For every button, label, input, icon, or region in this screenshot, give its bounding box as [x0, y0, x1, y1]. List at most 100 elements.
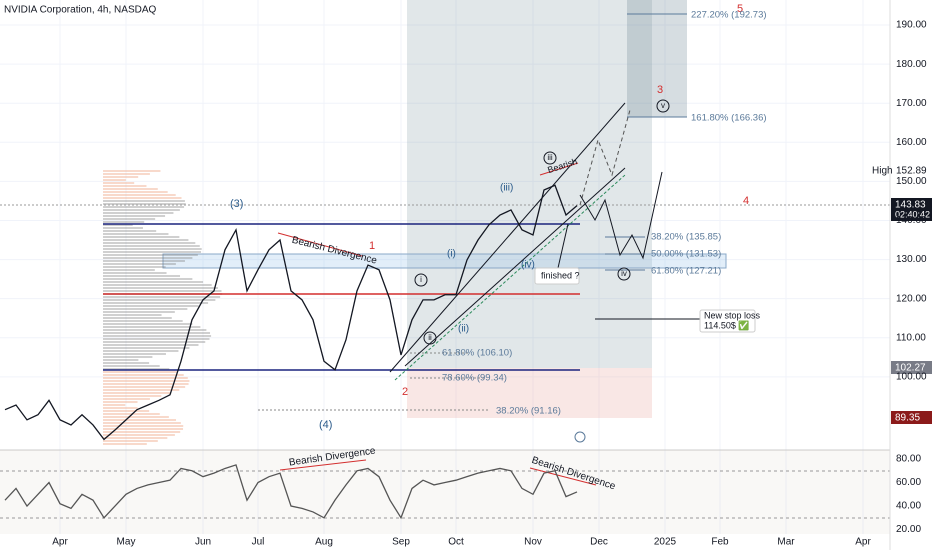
- note-box: [534, 267, 580, 285]
- volume-bar: [103, 341, 206, 343]
- volume-bar: [103, 227, 143, 229]
- wave-label: (ii): [458, 324, 469, 335]
- wave-label: 3: [657, 84, 663, 96]
- volume-bar: [103, 278, 193, 280]
- volume-bar: [103, 281, 204, 283]
- wave-label: ii: [428, 333, 432, 342]
- wave-circle: [423, 331, 437, 345]
- y-tick-label: 180.00: [896, 59, 927, 70]
- x-tick-label: Nov: [524, 537, 542, 548]
- price-tag-label: 89.35: [895, 413, 920, 424]
- wave-label: v: [661, 101, 665, 110]
- volume-bar: [103, 425, 184, 427]
- wave-label: 1: [369, 240, 375, 252]
- volume-bar: [103, 206, 185, 208]
- volume-bar: [103, 170, 161, 172]
- volume-bar: [103, 218, 156, 220]
- x-tick-label: Apr: [855, 537, 871, 548]
- countdown: 02:40:42: [895, 209, 930, 219]
- volume-bar: [103, 296, 221, 298]
- fib-label: 227.20% (192.73): [691, 10, 767, 21]
- last-price: 143.83: [895, 200, 926, 211]
- volume-bar: [103, 353, 166, 355]
- note-box: [699, 309, 756, 333]
- volume-bar: [103, 272, 167, 274]
- fib-label: 161.80% (166.36): [691, 113, 767, 124]
- volume-bar: [103, 419, 176, 421]
- volume-bar: [103, 383, 189, 385]
- x-tick-label: Oct: [448, 537, 464, 548]
- volume-bar: [103, 317, 172, 319]
- volume-bar: [103, 188, 158, 190]
- volume-bar: [103, 311, 175, 313]
- volume-bar: [103, 404, 126, 406]
- volume-bar: [103, 437, 168, 439]
- wave-label: 5: [737, 3, 743, 15]
- volume-bar: [103, 257, 193, 259]
- volume-bar: [103, 332, 211, 334]
- channel-line: [389, 102, 626, 373]
- add-button[interactable]: [574, 431, 586, 443]
- volume-bar: [103, 233, 169, 235]
- volume-bar: [103, 326, 201, 328]
- volume-bar: [103, 398, 150, 400]
- y-tick-label: 160.00: [896, 137, 927, 148]
- high-price: 152.89: [896, 166, 927, 177]
- wave-label: (4): [319, 419, 332, 431]
- volume-bar: [103, 203, 186, 205]
- volume-bar: [103, 422, 181, 424]
- volume-bar: [103, 377, 188, 379]
- projection: [579, 171, 663, 260]
- volume-bar: [103, 308, 188, 310]
- volume-bar: [103, 338, 210, 340]
- y-tick-label: 100.00: [896, 371, 927, 382]
- volume-bar: [103, 263, 176, 265]
- volume-bar: [103, 248, 202, 250]
- volume-bar: [103, 269, 155, 271]
- volume-bar: [103, 401, 138, 403]
- x-tick-label: Dec: [590, 537, 608, 548]
- x-tick-label: May: [117, 537, 136, 548]
- price-tag: [891, 361, 932, 374]
- volume-bar: [103, 323, 193, 325]
- volume-bar: [103, 200, 185, 202]
- y-tick-label: 20.00: [896, 524, 921, 535]
- x-tick-label: Sep: [392, 537, 410, 548]
- volume-bar: [103, 185, 147, 187]
- volume-bar: [103, 389, 180, 391]
- volume-bar: [103, 380, 190, 382]
- x-tick-label: Jun: [195, 537, 211, 548]
- wave-label: (3): [230, 198, 243, 210]
- y-tick-label: 170.00: [896, 98, 927, 109]
- fib-label: 38.20% (91.16): [496, 406, 561, 417]
- volume-bar: [103, 236, 180, 238]
- target-zone: [407, 0, 652, 368]
- annotation: finished ?: [541, 270, 580, 280]
- price-line: [4, 464, 578, 520]
- channel-line: [394, 174, 626, 381]
- volume-bar: [103, 395, 162, 397]
- volume-bar: [103, 416, 169, 418]
- chart-title: NVIDIA Corporation, 4h, NASDAQ: [4, 5, 157, 16]
- volume-bar: [103, 305, 199, 307]
- volume-bar: [103, 221, 145, 223]
- wave-label: iv: [621, 269, 627, 278]
- volume-profile: [103, 170, 223, 445]
- volume-bar: [103, 284, 212, 286]
- volume-bar: [103, 260, 185, 262]
- volume-bar: [103, 365, 160, 367]
- volume-bar: [103, 359, 139, 361]
- price-tag-label: 102.27: [895, 363, 926, 374]
- volume-bar: [103, 434, 175, 436]
- volume-bar: [103, 356, 153, 358]
- volume-bar: [103, 374, 184, 376]
- x-tick-label: 2025: [654, 537, 677, 548]
- channel-line: [404, 167, 626, 367]
- volume-bar: [103, 230, 157, 232]
- volume-bar: [103, 275, 181, 277]
- volume-bar: [103, 251, 202, 253]
- volume-bar: [103, 191, 168, 193]
- volume-bar: [103, 287, 218, 289]
- volume-bar: [103, 242, 196, 244]
- volume-bar: [103, 182, 135, 184]
